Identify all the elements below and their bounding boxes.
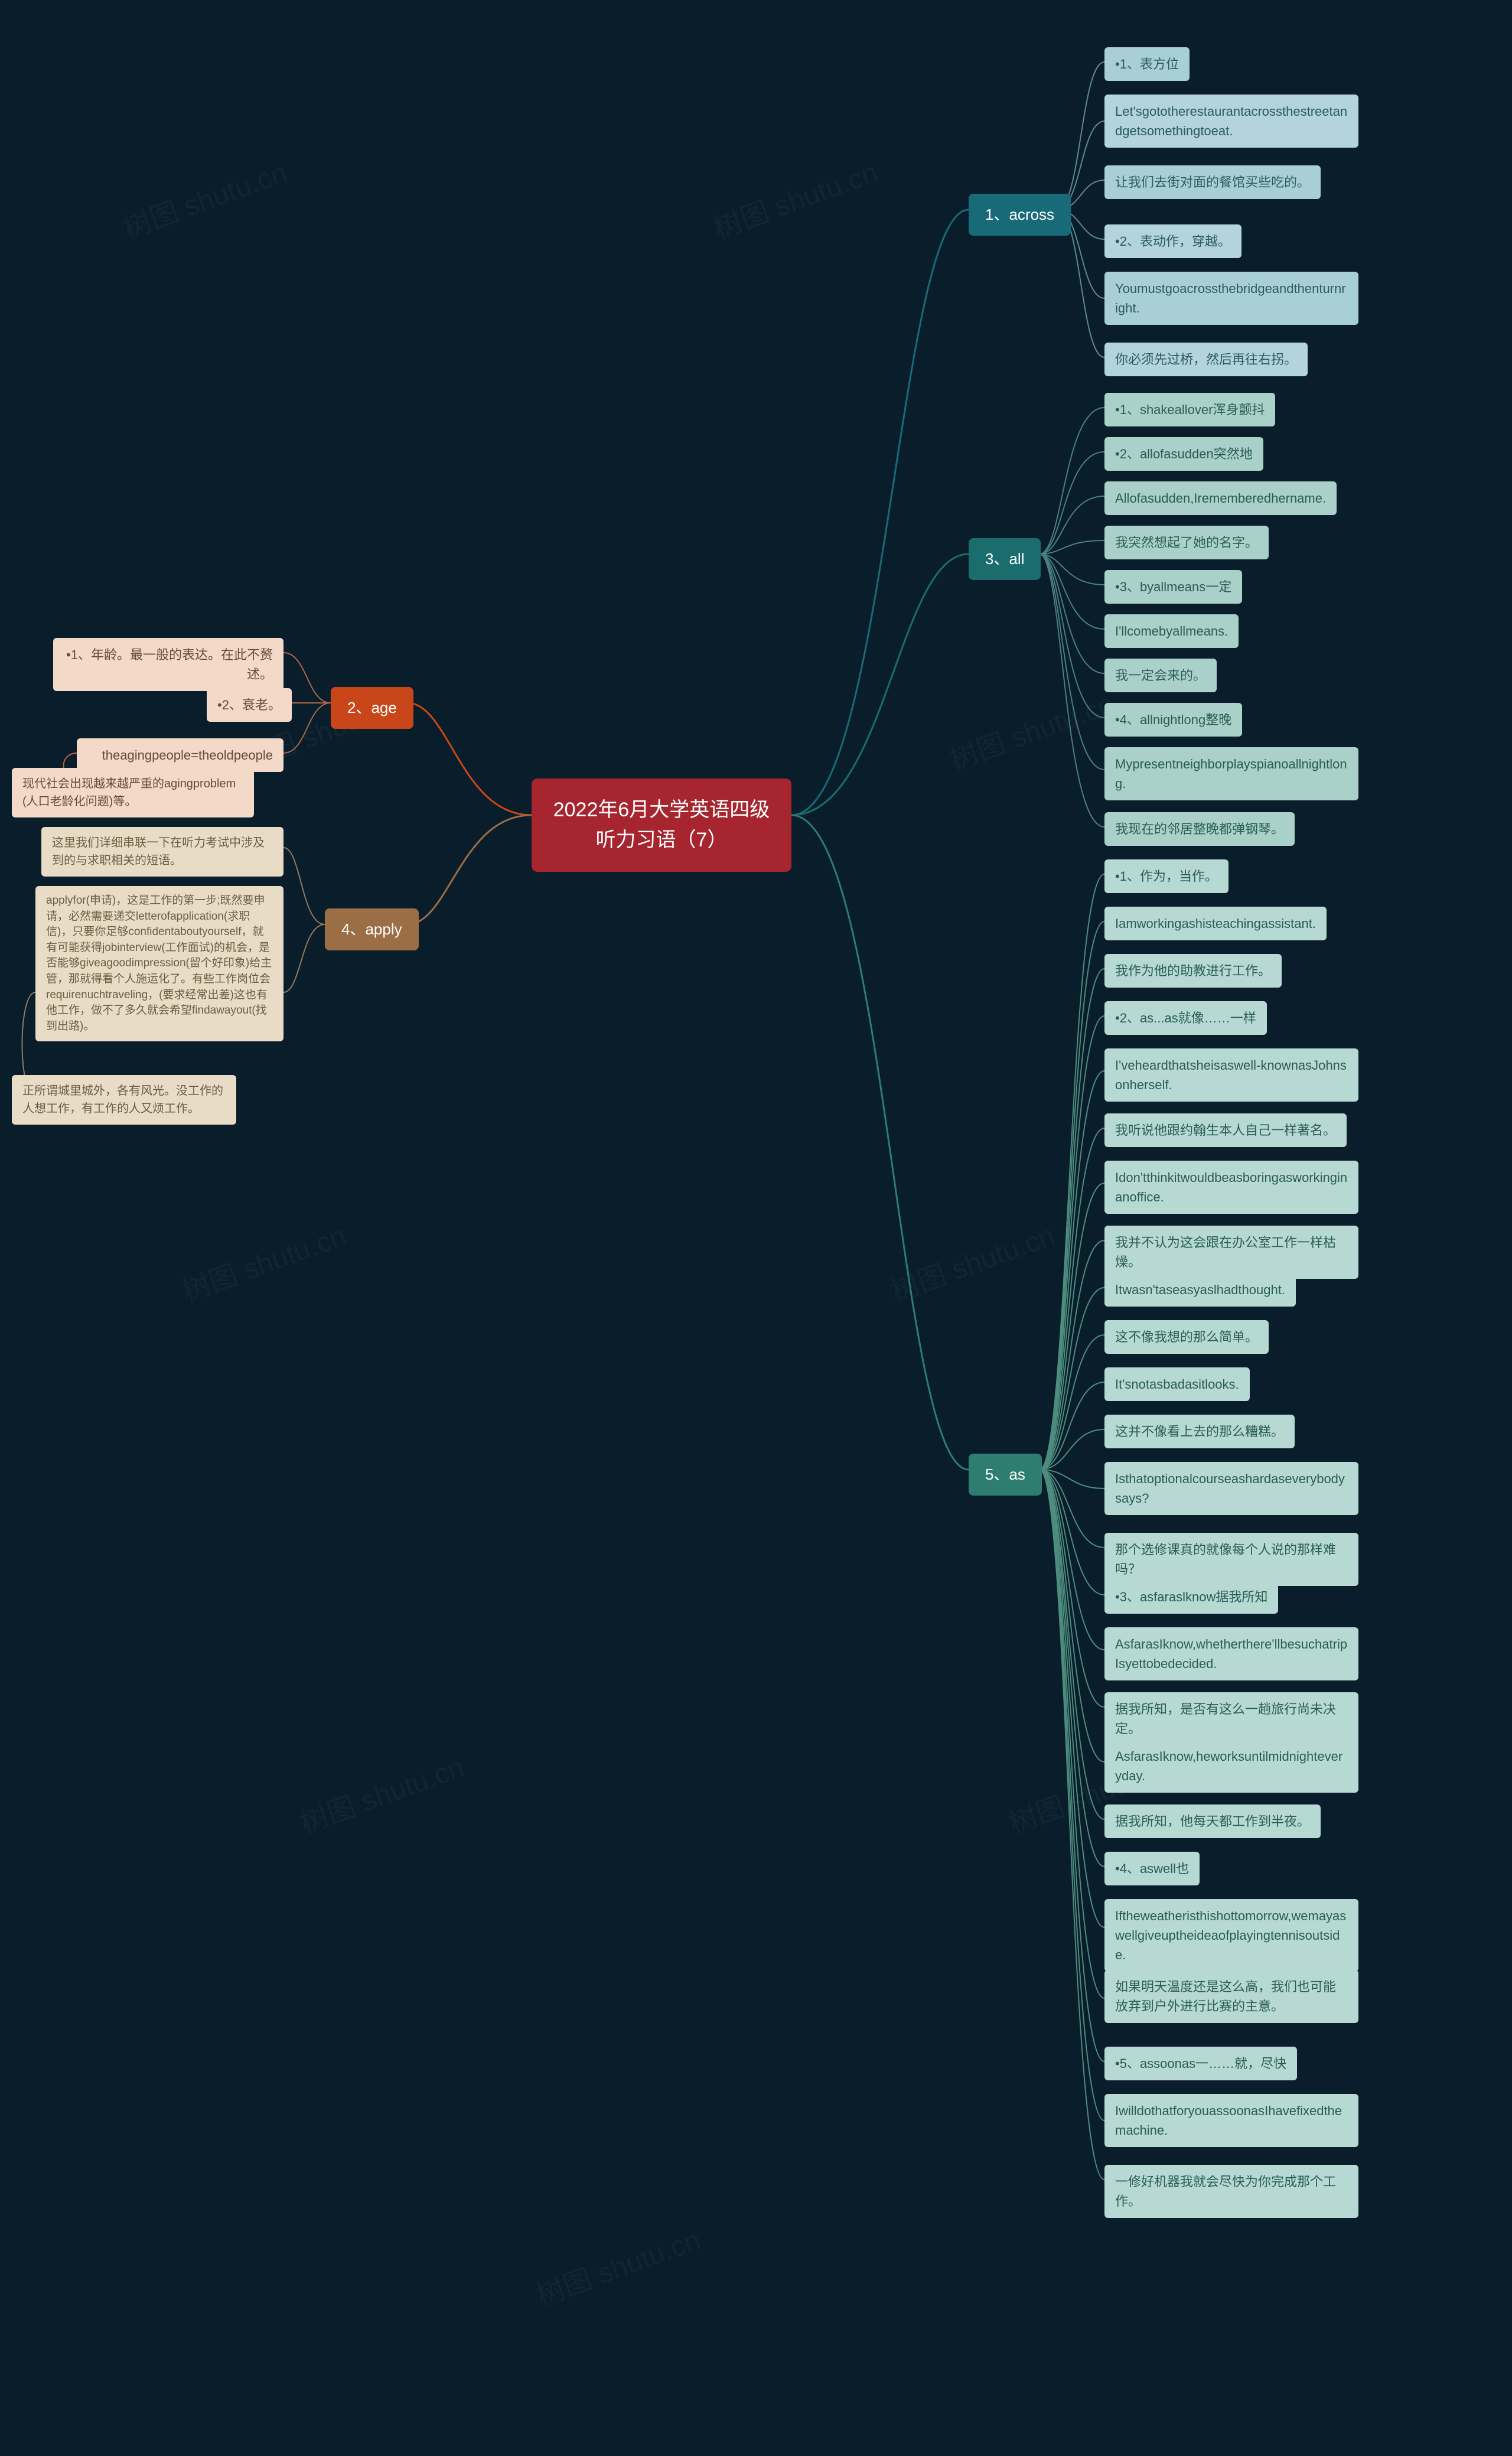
- leaf-as-14[interactable]: •3、asfaraslknow据我所知: [1104, 1580, 1278, 1614]
- leaf-apply-0[interactable]: 这里我们详细串联一下在听力考试中涉及到的与求职相关的短语。: [41, 827, 284, 877]
- leaf-all-2[interactable]: Allofasudden,Irememberedhername.: [1104, 481, 1337, 515]
- leaf-all-9[interactable]: 我现在的邻居整晚都弹钢琴。: [1104, 812, 1295, 846]
- leaf-as-3[interactable]: •2、as...as就像……一样: [1104, 1001, 1267, 1035]
- leaf-apply-1[interactable]: applyfor(申请)，这是工作的第一步;既然要申请，必然需要递交letter…: [35, 886, 284, 1041]
- leaf-all-8[interactable]: Mypresentneighborplayspianoallnightlong.: [1104, 747, 1358, 800]
- leaf-as-1[interactable]: Iamworkingashisteachingassistant.: [1104, 907, 1327, 940]
- leaf-as-5[interactable]: 我听说他跟约翰生本人自己一样著名。: [1104, 1113, 1347, 1147]
- leaf-as-7[interactable]: 我并不认为这会跟在办公室工作一样枯燥。: [1104, 1226, 1358, 1279]
- leaf-as-10[interactable]: It'snotasbadasitlooks.: [1104, 1367, 1250, 1401]
- leaf-apply-extra[interactable]: 正所谓城里城外，各有风光。没工作的人想工作，有工作的人又烦工作。: [12, 1075, 236, 1125]
- leaf-as-24[interactable]: 一修好机器我就会尽快为你完成那个工作。: [1104, 2165, 1358, 2218]
- leaf-as-23[interactable]: IwilldothatforyouassoonasIhavefixedthema…: [1104, 2094, 1358, 2147]
- watermark: 树图 shutu.cn: [530, 2216, 705, 2314]
- leaf-as-18[interactable]: 据我所知，他每天都工作到半夜。: [1104, 1804, 1321, 1838]
- leaf-across-4[interactable]: Youmustgoacrossthebridgeandthenturnright…: [1104, 272, 1358, 325]
- leaf-as-21[interactable]: 如果明天温度还是这么高，我们也可能放弃到户外进行比赛的主意。: [1104, 1970, 1358, 2023]
- leaf-all-7[interactable]: •4、allnightlong整晚: [1104, 703, 1242, 737]
- leaf-as-11[interactable]: 这并不像看上去的那么糟糕。: [1104, 1415, 1295, 1448]
- leaf-all-4[interactable]: •3、byallmeans一定: [1104, 570, 1242, 604]
- leaf-age-extra[interactable]: 现代社会出现越来越严重的agingproblem(人口老龄化问题)等。: [12, 768, 254, 817]
- branch-as[interactable]: 5、as: [969, 1454, 1042, 1496]
- branch-apply[interactable]: 4、apply: [325, 908, 419, 950]
- branch-age[interactable]: 2、age: [331, 687, 413, 729]
- leaf-age-1[interactable]: •2、衰老。: [207, 688, 292, 722]
- watermark: 树图 shutu.cn: [175, 1212, 351, 1310]
- leaf-all-1[interactable]: •2、allofasudden突然地: [1104, 437, 1263, 471]
- branch-all[interactable]: 3、all: [969, 538, 1041, 580]
- root-line1: 2022年6月大学英语四级: [553, 795, 770, 825]
- watermark: 树图 shutu.cn: [116, 149, 292, 246]
- leaf-all-0[interactable]: •1、shakeallover浑身颤抖: [1104, 393, 1275, 426]
- leaf-as-4[interactable]: I'veheardthatsheisaswell-knownasJohnsonh…: [1104, 1048, 1358, 1102]
- root-line2: 听力习语（7）: [553, 825, 770, 855]
- leaf-as-20[interactable]: Iftheweatheristhishottomorrow,wemayaswel…: [1104, 1899, 1358, 1972]
- leaf-as-15[interactable]: AsfarasIknow,whetherthere'llbesuchatripI…: [1104, 1627, 1358, 1680]
- root-node[interactable]: 2022年6月大学英语四级 听力习语（7）: [532, 779, 791, 872]
- branch-across[interactable]: 1、across: [969, 194, 1071, 236]
- leaf-across-0[interactable]: •1、表方位: [1104, 47, 1190, 81]
- leaf-across-3[interactable]: •2、表动作，穿越。: [1104, 224, 1241, 258]
- leaf-as-19[interactable]: •4、aswell也: [1104, 1852, 1200, 1885]
- leaf-as-2[interactable]: 我作为他的助教进行工作。: [1104, 954, 1282, 988]
- leaf-as-22[interactable]: •5、assoonas一……就，尽快: [1104, 2047, 1297, 2080]
- leaf-all-6[interactable]: 我一定会来的。: [1104, 659, 1217, 692]
- leaf-as-16[interactable]: 据我所知，是否有这么一趟旅行尚未决定。: [1104, 1692, 1358, 1745]
- leaf-age-0[interactable]: •1、年龄。最一般的表达。在此不赘述。: [53, 638, 284, 691]
- leaf-as-17[interactable]: AsfarasIknow,heworksuntilmidnighteveryda…: [1104, 1740, 1358, 1793]
- leaf-as-13[interactable]: 那个选修课真的就像每个人说的那样难吗？: [1104, 1533, 1358, 1586]
- leaf-all-3[interactable]: 我突然想起了她的名字。: [1104, 526, 1269, 559]
- leaf-across-5[interactable]: 你必须先过桥，然后再往右拐。: [1104, 343, 1308, 376]
- leaf-as-8[interactable]: Itwasn'taseasyaslhadthought.: [1104, 1273, 1296, 1307]
- leaf-as-12[interactable]: Isthatoptionalcourseashardaseverybodysay…: [1104, 1462, 1358, 1515]
- leaf-across-2[interactable]: 让我们去街对面的餐馆买些吃的。: [1104, 165, 1321, 199]
- leaf-as-0[interactable]: •1、作为，当作。: [1104, 859, 1228, 893]
- watermark: 树图 shutu.cn: [943, 680, 1119, 778]
- leaf-as-6[interactable]: Idon'tthinkitwouldbeasboringasworkingina…: [1104, 1161, 1358, 1214]
- leaf-all-5[interactable]: I'llcomebyallmeans.: [1104, 614, 1239, 648]
- leaf-age-2[interactable]: theagingpeople=theoldpeople: [77, 738, 284, 772]
- leaf-as-9[interactable]: 这不像我想的那么简单。: [1104, 1320, 1269, 1354]
- watermark: 树图 shutu.cn: [294, 1744, 469, 1841]
- watermark: 树图 shutu.cn: [707, 149, 882, 246]
- watermark: 树图 shutu.cn: [884, 1212, 1060, 1310]
- leaf-across-1[interactable]: Let'sgototherestaurantacrossthestreetand…: [1104, 95, 1358, 148]
